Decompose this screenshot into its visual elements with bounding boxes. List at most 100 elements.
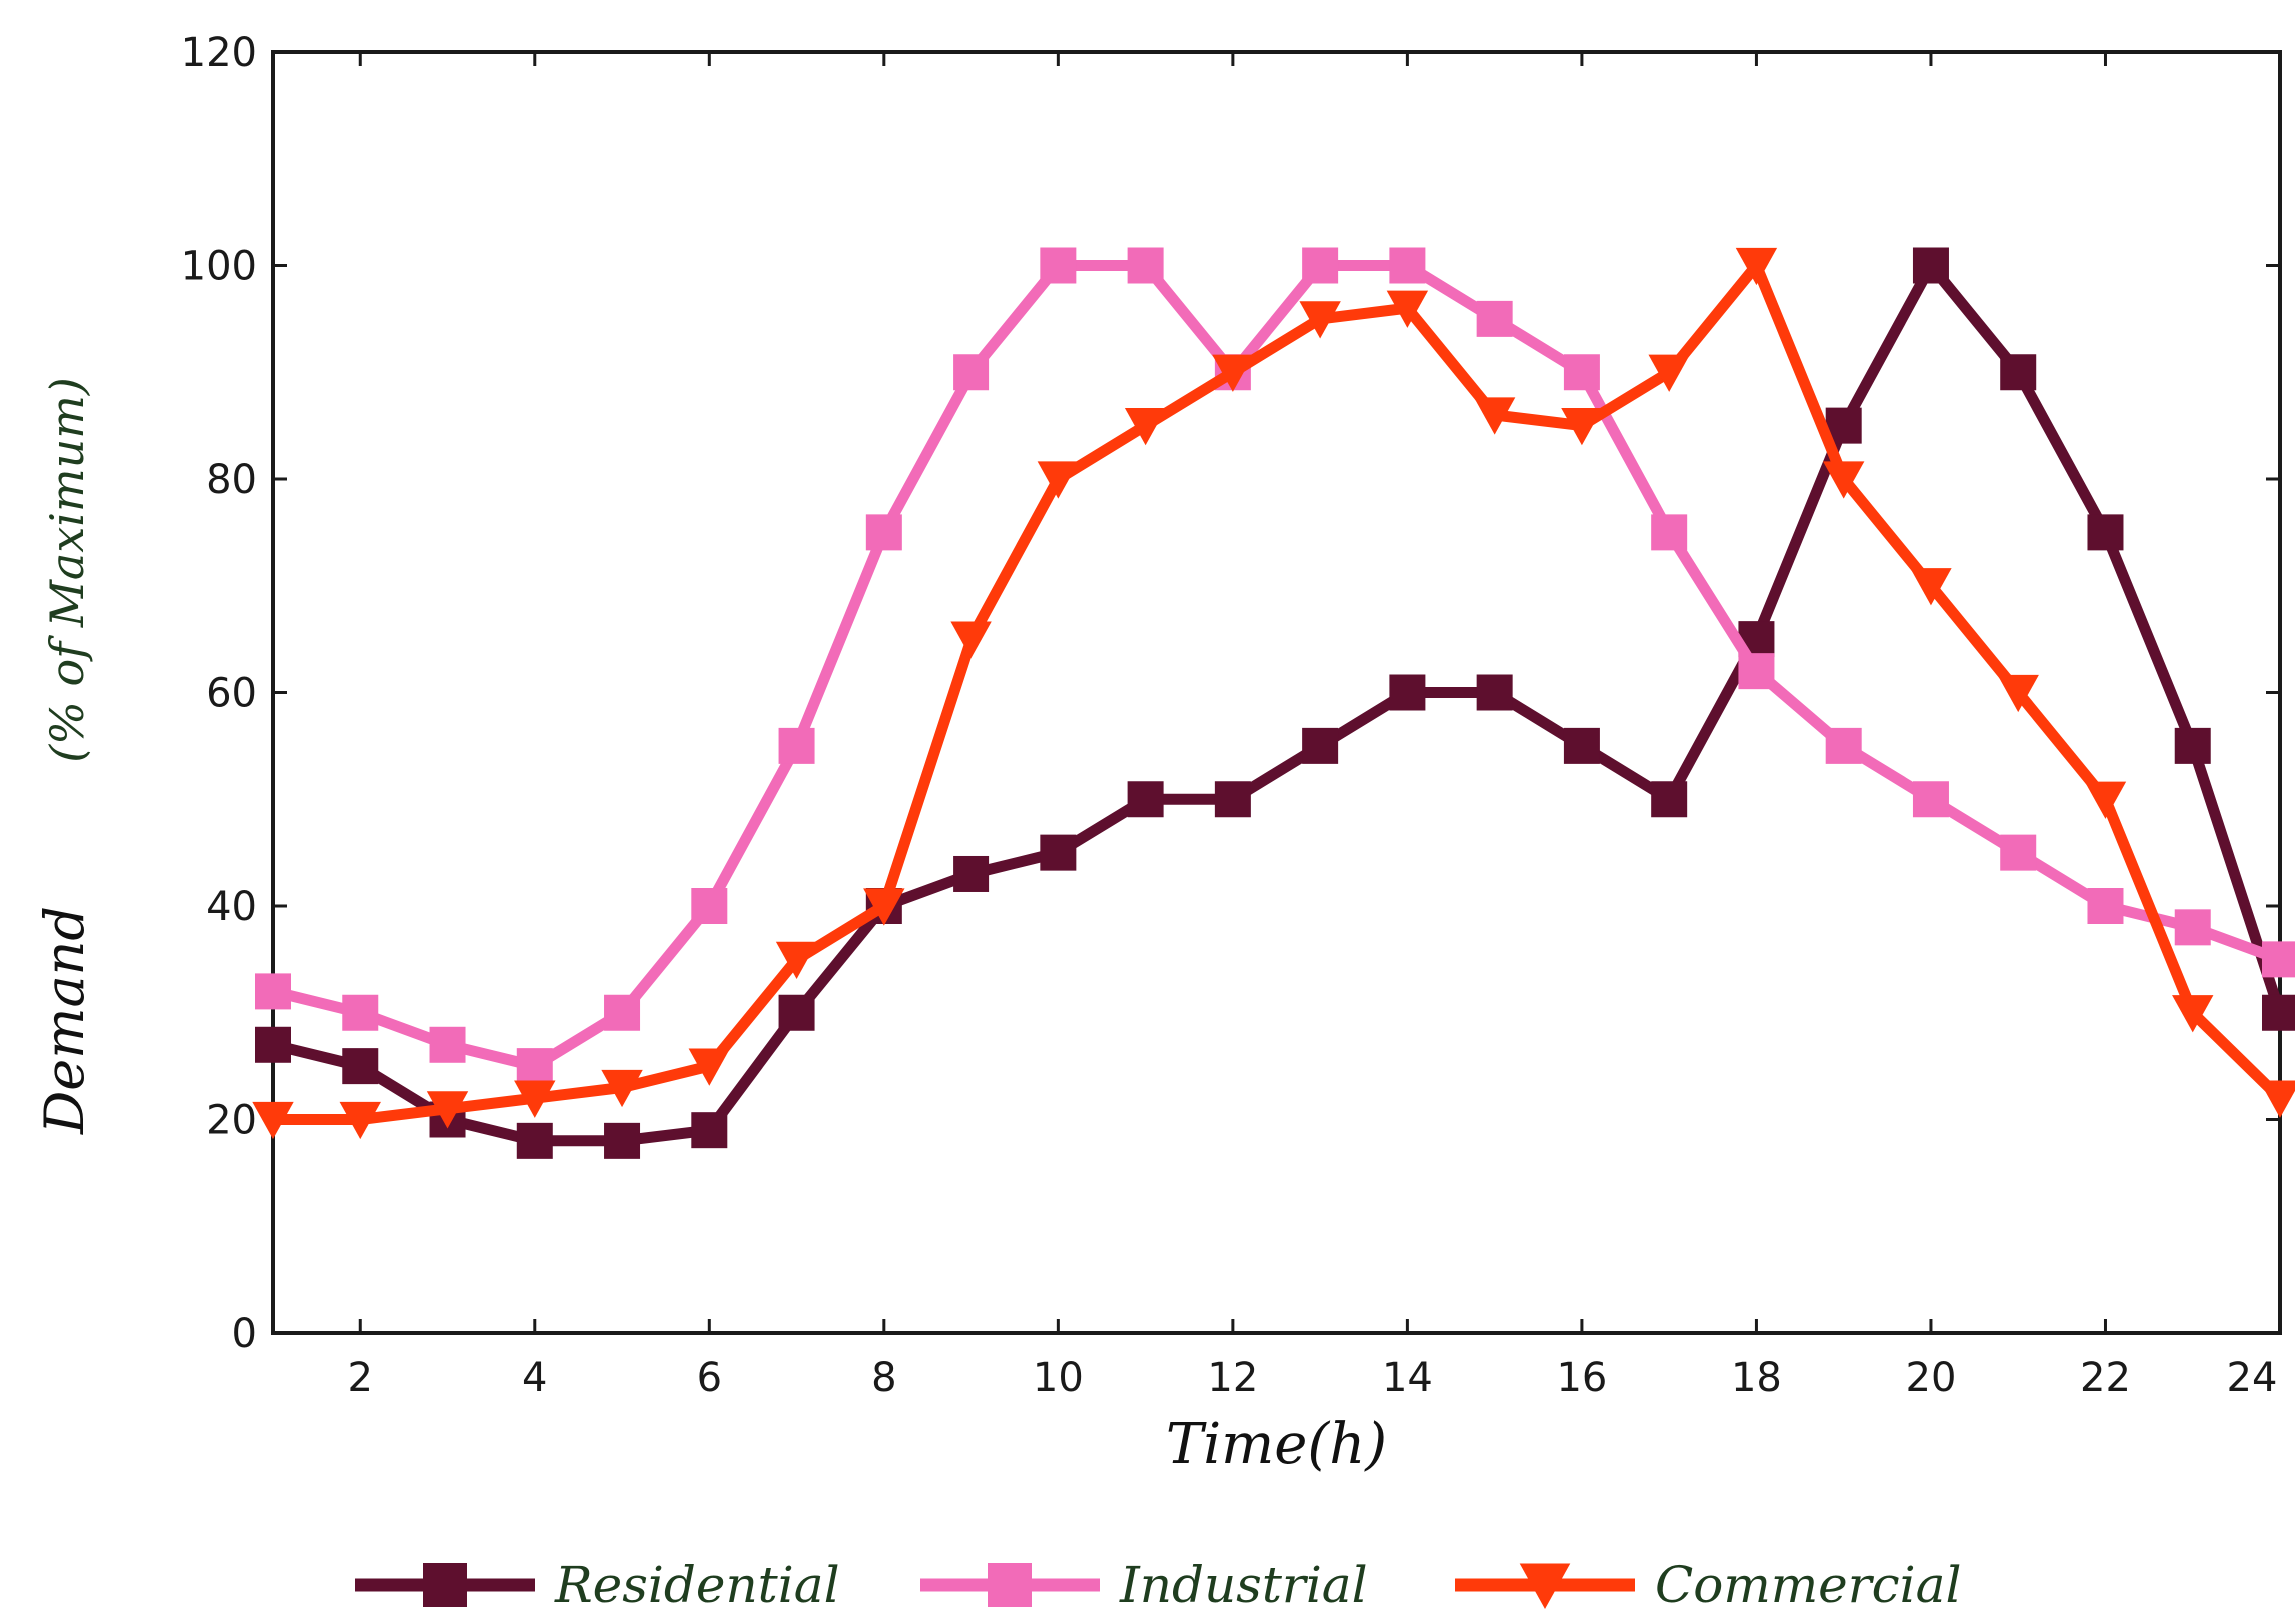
data-point-commercial [1561,408,1603,446]
data-point-commercial [1822,461,1865,499]
data-point-commercial [2172,995,2214,1033]
data-point-commercial [1212,354,1254,392]
data-point-commercial [252,1101,294,1140]
data-point-residential [953,855,990,892]
data-point-commercial [339,1101,381,1140]
data-point-industrial [342,994,379,1031]
data-point-industrial [1651,514,1688,551]
legend-swatch-marker-commercial [1519,1563,1571,1610]
data-point-industrial [1040,247,1077,284]
data-point-industrial [778,727,815,764]
data-point-commercial [775,941,818,980]
legend-item-industrial: Industrial [920,1556,1368,1613]
x-tick-label: 12 [1207,1355,1258,1401]
data-point-commercial [2084,781,2127,819]
data-point-residential [1127,781,1164,818]
data-point-industrial [516,1048,553,1085]
data-point-commercial [1997,674,2039,713]
data-point-residential [1912,247,1949,284]
data-point-residential [778,994,815,1031]
data-point-residential [1389,674,1426,711]
y-tick-label: 60 [206,671,257,717]
data-point-commercial [514,1080,556,1118]
data-point-residential [2087,514,2124,551]
data-point-commercial [863,888,905,926]
data-point-residential [2262,994,2295,1031]
data-point-industrial [2174,909,2211,946]
y-tick-label: 100 [181,244,257,290]
data-point-residential [1476,674,1513,711]
data-point-residential [255,1026,291,1063]
data-point-industrial [1302,247,1339,284]
data-point-residential [1214,781,1251,818]
data-point-commercial [1299,301,1341,339]
data-point-industrial [865,514,902,551]
y-tick-label: 40 [206,884,257,930]
x-tick-label: 8 [871,1355,896,1401]
data-point-commercial [1735,247,1778,286]
x-tick-label: 6 [697,1355,722,1401]
y-tick-label: 80 [206,457,257,503]
series-line-commercial [273,260,2284,1125]
data-point-industrial [953,354,990,391]
y-axis-title-unit: (% of Maximum) [40,377,94,763]
legend-swatch-marker-industrial [988,1563,1032,1607]
legend-item-residential: Residential [355,1556,840,1613]
series-group [252,247,2295,1159]
x-tick-label: 22 [2080,1355,2131,1401]
data-point-industrial [429,1026,466,1063]
data-point-industrial [2262,941,2295,978]
data-point-industrial [1563,354,1600,391]
legend-item-commercial: Commercial [1455,1556,1961,1613]
data-point-industrial [1389,247,1426,284]
data-point-residential [1563,727,1600,764]
data-point-residential [1651,781,1688,818]
data-point-commercial [1473,397,1516,435]
legend-label-residential: Residential [554,1556,840,1613]
legend-label-commercial: Commercial [1655,1556,1961,1613]
series-commercial [252,247,2295,1140]
x-tick-label: 4 [522,1355,547,1401]
data-point-residential [516,1122,553,1159]
data-point-commercial [1124,408,1167,446]
x-tick-label: 24 [2227,1355,2278,1401]
data-point-commercial [688,1048,731,1086]
data-point-commercial [1386,290,1429,328]
data-point-industrial [1127,247,1164,284]
data-point-industrial [1476,300,1513,337]
x-tick-label: 10 [1033,1355,1084,1401]
data-point-industrial [1825,727,1862,764]
data-point-industrial [2087,888,2124,924]
data-point-residential [342,1048,379,1085]
y-axis-title: Demand (% of Maximum) [33,377,96,1135]
data-point-residential [2174,727,2211,764]
data-point-industrial [1738,653,1775,690]
data-point-commercial [950,621,992,659]
x-tick-label: 18 [1731,1355,1782,1401]
data-point-industrial [604,994,641,1031]
data-point-commercial [1648,354,1690,392]
data-point-industrial [1912,781,1949,818]
data-point-residential [604,1122,641,1159]
x-tick-label: 14 [1382,1355,1433,1401]
y-tick-label: 120 [181,30,257,76]
data-point-commercial [2259,1080,2295,1118]
legend-swatch-marker-residential [423,1563,467,1607]
data-point-industrial [691,888,728,924]
data-point-residential [1302,727,1339,764]
x-axis-title: Time(h) [1166,1412,1387,1477]
data-point-residential [1040,834,1077,871]
data-point-industrial [2000,834,2037,871]
y-tick-label: 0 [232,1311,257,1357]
data-point-commercial [601,1069,643,1108]
data-point-commercial [1910,568,1952,606]
x-tick-label: 2 [348,1355,373,1401]
y-axis-title-main: Demand [33,906,96,1135]
data-point-residential [2000,354,2037,391]
data-point-industrial [255,973,291,1010]
legend-label-industrial: Industrial [1119,1556,1368,1613]
legend: Residential Industrial Commercial [355,1556,1961,1613]
series-industrial [255,247,2295,1085]
